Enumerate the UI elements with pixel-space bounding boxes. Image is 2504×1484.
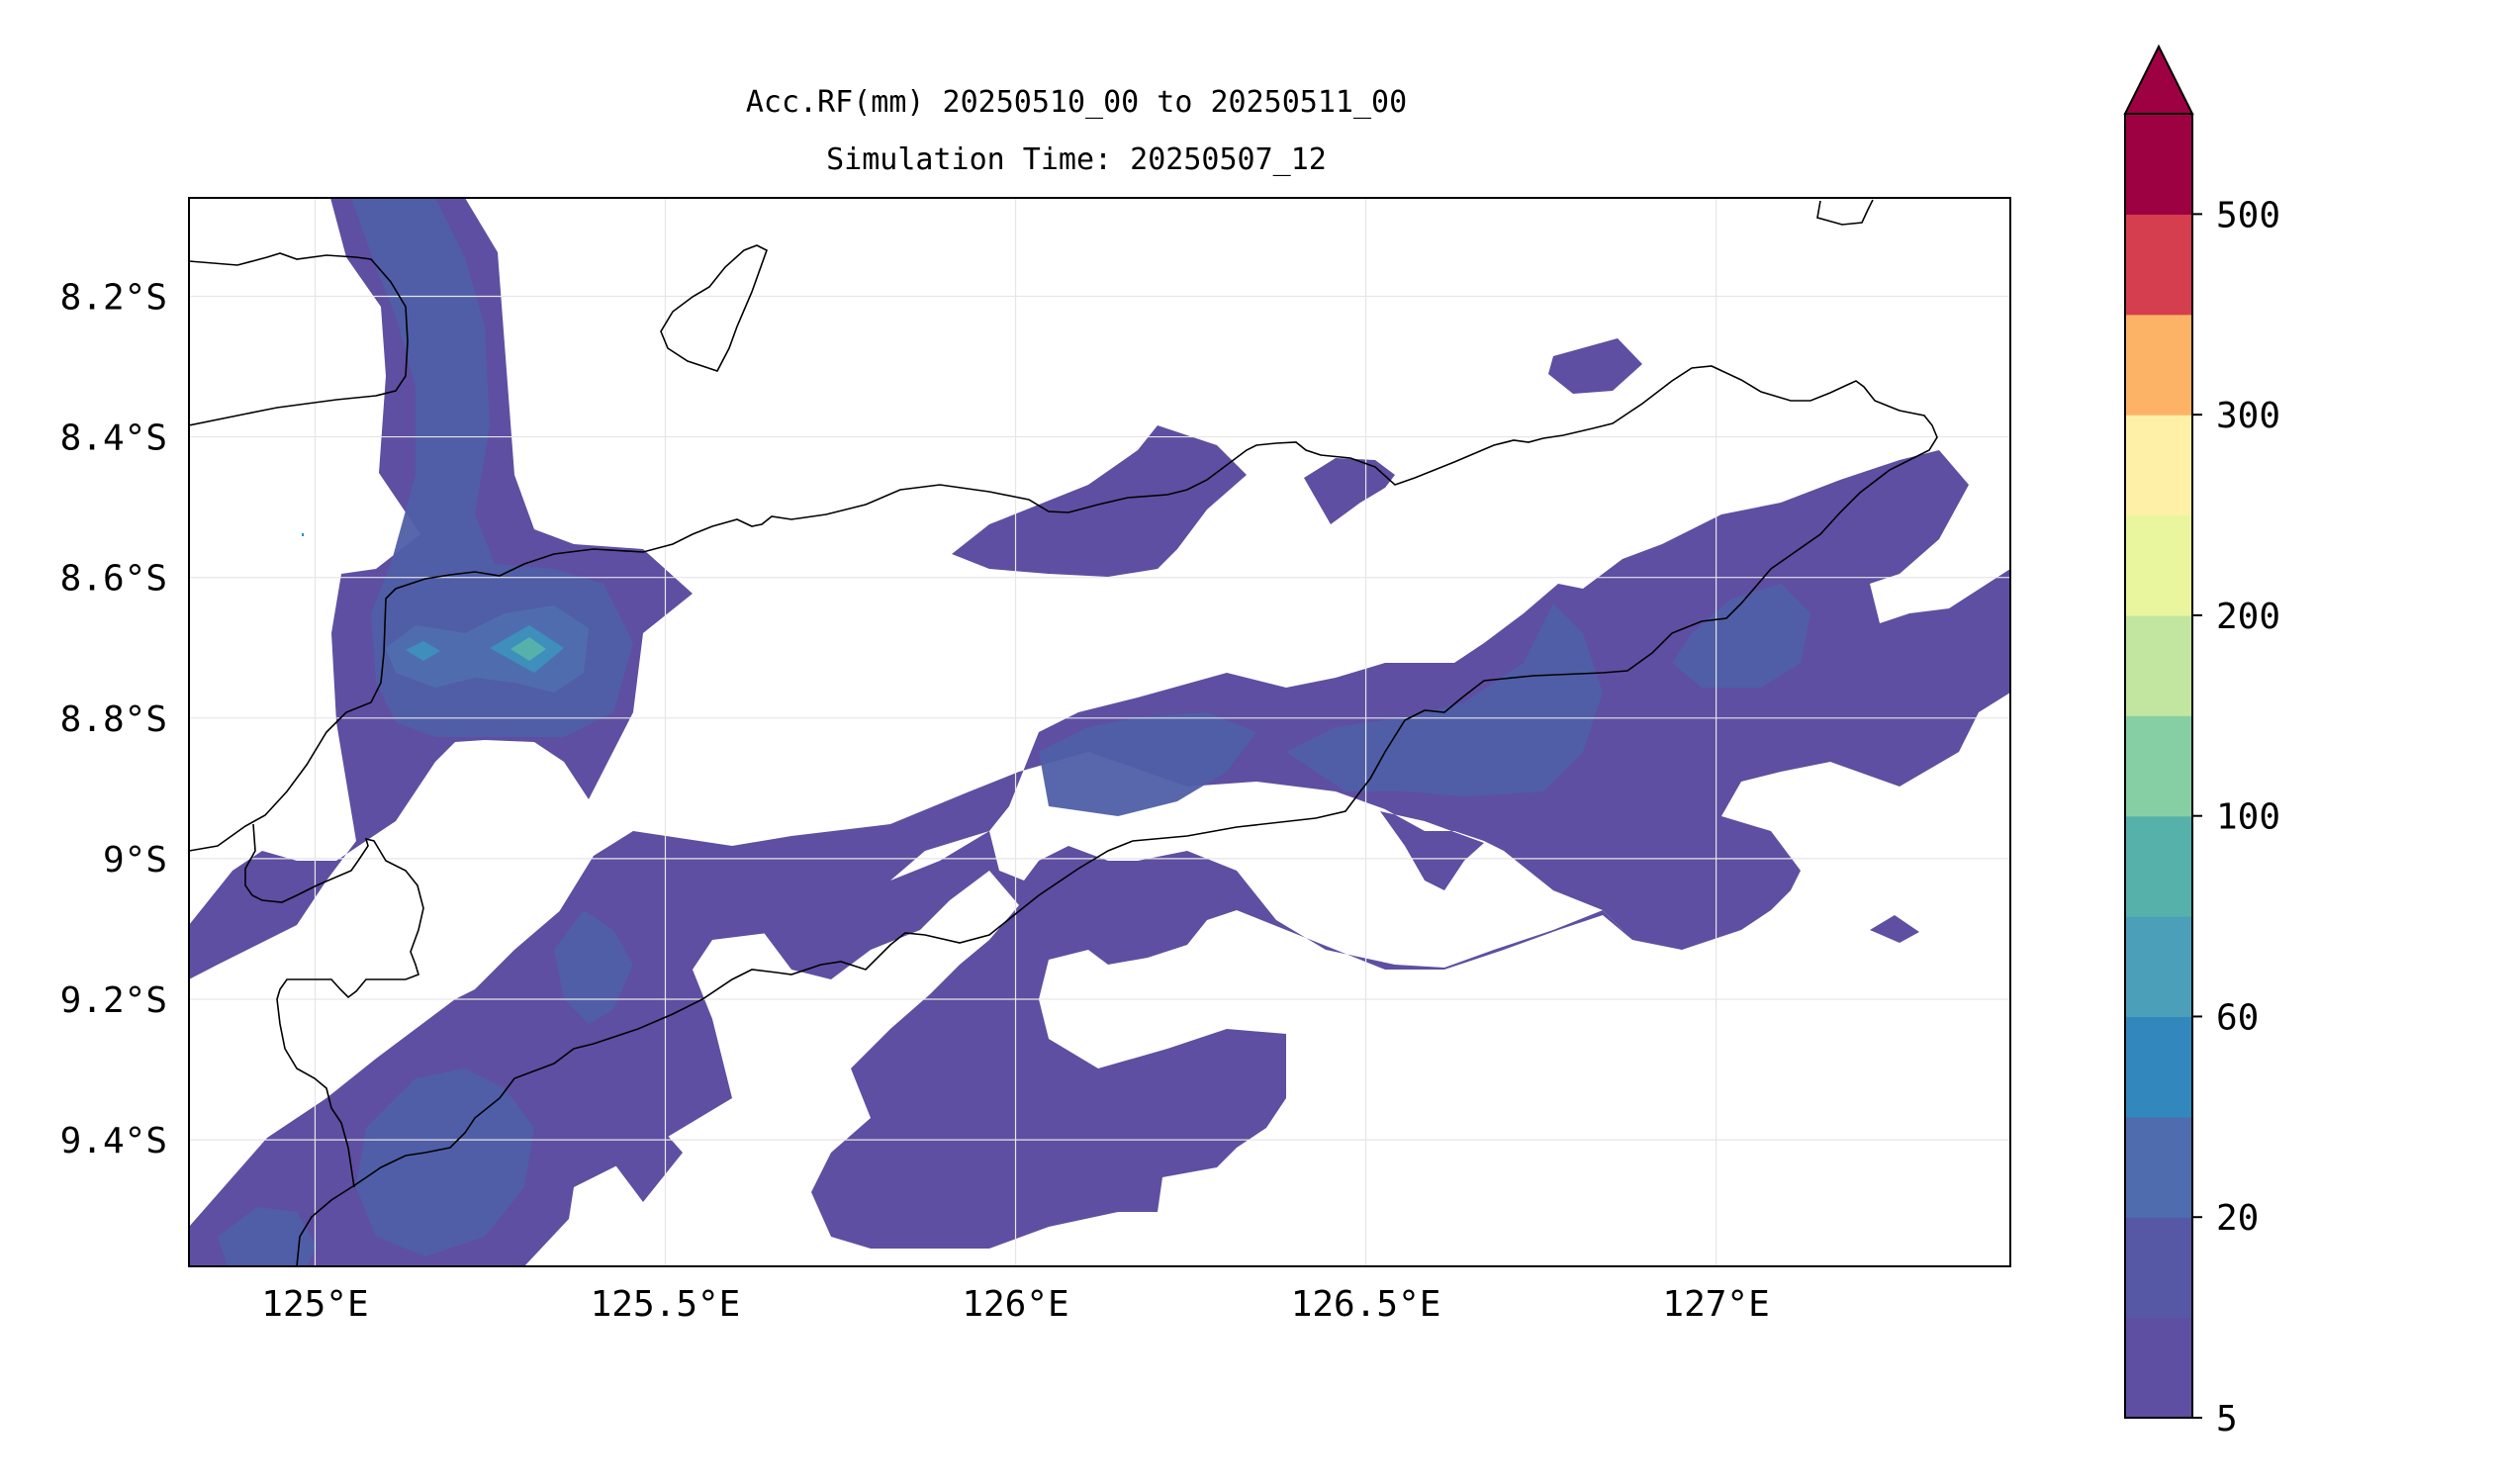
colorbar-tick-label: 200 xyxy=(2216,597,2280,637)
colorbar-segment xyxy=(2125,1317,2192,1419)
y-tick-label: 9.4°S xyxy=(60,1121,167,1161)
colorbar-tick-label: 100 xyxy=(2216,797,2280,838)
colorbar-segment xyxy=(2125,214,2192,316)
title-line-2: Simulation Time: 20250507_12 xyxy=(826,142,1327,177)
coastline-islet xyxy=(1816,199,1874,226)
colorbar-tick-label: 500 xyxy=(2216,195,2280,235)
colorbar-segment xyxy=(2125,614,2192,716)
colorbar-extend-arrow xyxy=(2123,44,2194,115)
colorbar-segment xyxy=(2125,114,2192,215)
y-tick-label: 8.8°S xyxy=(60,699,167,740)
coastline-timor-west xyxy=(244,823,424,1188)
x-tick-label: 125°E xyxy=(261,1284,368,1325)
precip-speck xyxy=(302,533,304,536)
coastline-alor xyxy=(189,252,409,426)
colorbar-segment xyxy=(2125,815,2192,917)
map-frame xyxy=(188,197,2011,1267)
coastlines xyxy=(189,199,1938,1266)
y-tick-label: 9.2°S xyxy=(60,980,167,1021)
x-axis-ticks: 125°E 125.5°E 126°E 126.5°E 127°E xyxy=(261,1284,1770,1325)
precip-region-10-20-sw xyxy=(356,1068,534,1256)
precip-region-small-north xyxy=(1548,338,1642,394)
y-tick-label: 8.6°S xyxy=(60,559,167,600)
colorbar-segment xyxy=(2125,715,2192,817)
precip-region-20-40 xyxy=(386,605,589,693)
colorbar-segment xyxy=(2125,1116,2192,1218)
y-axis-ticks: 8.2°S 8.4°S 8.6°S 8.8°S 9°S 9.2°S 9.4°S xyxy=(60,277,167,1161)
coastline-timor-north xyxy=(189,365,1938,1266)
colorbar-segment xyxy=(2125,314,2192,416)
colorbar-tick-label: 300 xyxy=(2216,396,2280,436)
map-area: 125°E 125.5°E 126°E 126.5°E 127°E 8.2°S 8.4°S… xyxy=(60,197,2011,1325)
colorbar-segment xyxy=(2125,514,2192,616)
precip-region-10-20-nw xyxy=(351,198,633,737)
colorbar: 5 20 60 100 200 300 500 xyxy=(2123,44,2280,1439)
y-tick-label: 8.4°S xyxy=(60,418,167,459)
precip-region-10-20-sw-corner xyxy=(218,1207,317,1266)
colorbar-segment xyxy=(2125,916,2192,1018)
y-tick-label: 9°S xyxy=(103,840,167,881)
coastline-atauro xyxy=(660,244,768,372)
colorbar-segment xyxy=(2125,1016,2192,1118)
precip-region-60-80 xyxy=(510,637,546,661)
colorbar-segment xyxy=(2125,415,2192,516)
precip-region-10-20-south xyxy=(554,910,633,1024)
title-line-1: Acc.RF(mm) 20250510_00 to 20250511_00 xyxy=(746,85,1407,120)
gridlines xyxy=(189,198,2010,1266)
precip-region-east-patch xyxy=(1304,458,1395,524)
colorbar-tick-label: 20 xyxy=(2216,1198,2259,1239)
precip-region-small-east xyxy=(1870,915,1919,943)
colorbar-segment xyxy=(2125,1217,2192,1319)
x-tick-label: 126°E xyxy=(962,1284,1068,1325)
precip-region-south-branch xyxy=(752,831,1801,1249)
colorbar-frame xyxy=(2124,113,2193,1419)
colorbar-tick-label: 60 xyxy=(2216,997,2259,1038)
y-tick-label: 8.2°S xyxy=(60,277,167,318)
precip-region-40-60-small xyxy=(406,641,440,661)
x-tick-label: 125.5°E xyxy=(591,1284,741,1325)
precip-region-10-20-far-east xyxy=(1672,584,1810,688)
x-tick-label: 127°E xyxy=(1662,1284,1769,1325)
colorbar-tick-label: 5 xyxy=(2216,1399,2238,1439)
precip-region-10-20-center xyxy=(1039,712,1256,816)
x-tick-label: 126.5°E xyxy=(1291,1284,1441,1325)
precip-fill xyxy=(189,198,2010,1266)
precip-region-north-patch xyxy=(952,425,1247,577)
